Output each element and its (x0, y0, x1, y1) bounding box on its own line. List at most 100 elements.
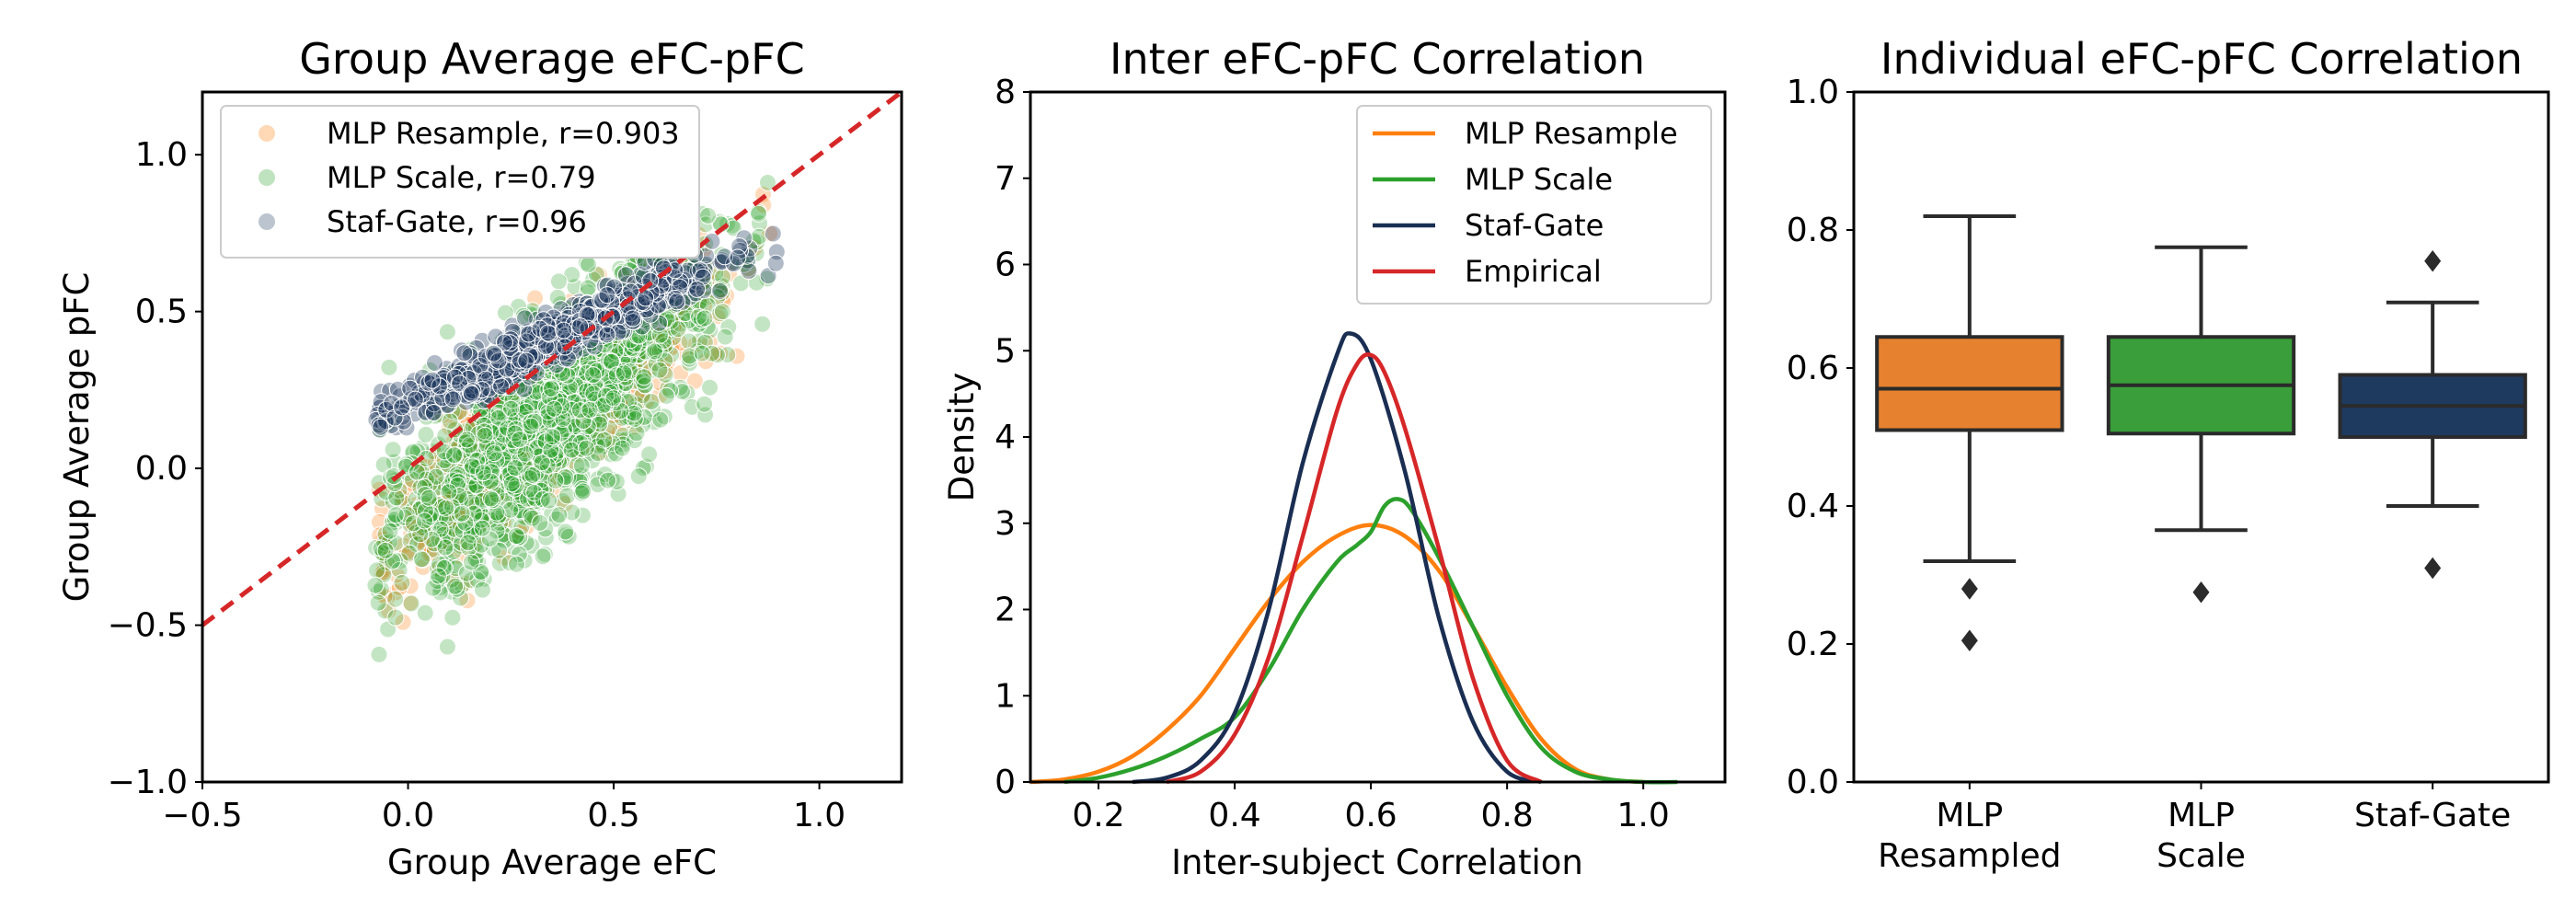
legend-label: MLP Scale (1465, 162, 1613, 197)
scatter-point (463, 385, 480, 403)
scatter-point (438, 638, 456, 656)
boxplot-y-ticks: 0.0 0.2 0.4 0.6 0.8 1.0 (1787, 74, 1854, 801)
scatter-point (474, 464, 492, 482)
density-lines (1029, 331, 1678, 785)
scatter-point (485, 344, 503, 362)
legend-label: MLP Resample (1465, 116, 1678, 151)
scatter-point (577, 439, 595, 457)
scatter-point (386, 590, 405, 608)
boxplot-panel: Individual eFC-pFC Correlation MLPResamp… (1787, 34, 2550, 875)
scatter-point (412, 550, 431, 569)
scatter-point (533, 454, 551, 472)
scatter-point (651, 410, 670, 429)
scatter-point (574, 482, 592, 500)
scatter-point (462, 553, 480, 571)
scatter-point (558, 487, 576, 505)
scatter-point (640, 445, 659, 464)
scatter-point (550, 506, 569, 524)
scatter-y-ticks: −1.0 −0.5 0.0 0.5 1.0 (108, 136, 202, 801)
box-iqr (1875, 335, 2064, 432)
scatter-point (368, 561, 386, 580)
y-tick-label: 8 (995, 74, 1016, 111)
scatter-point (453, 504, 471, 523)
scatter-point (443, 608, 462, 627)
x-tick-label: −0.5 (162, 797, 242, 834)
density-y-ticks: 0 1 2 3 4 5 6 7 8 (995, 74, 1030, 801)
scatter-point (711, 282, 729, 300)
scatter-point (482, 489, 500, 508)
scatter-point (459, 534, 477, 552)
scatter-point (713, 303, 731, 321)
y-tick-label: 1 (995, 677, 1016, 715)
x-tick-label: 0.8 (1481, 797, 1534, 834)
scatter-point (401, 593, 420, 612)
y-tick-label: 1.0 (1787, 74, 1839, 111)
density-title: Inter eFC-pFC Correlation (1110, 34, 1645, 84)
y-tick-label: 7 (995, 160, 1016, 198)
scatter-point (555, 321, 573, 339)
density-legend: MLP Resample MLP Scale Staf-Gate Empirical (1356, 105, 1712, 305)
scatter-title: Group Average eFC-pFC (299, 34, 804, 84)
scatter-point (424, 404, 443, 421)
scatter-point (516, 309, 534, 328)
legend-label: Staf-Gate (1465, 208, 1604, 243)
scatter-point (604, 389, 623, 408)
legend-label: MLP Resample, r=0.903 (327, 116, 680, 151)
y-tick-label: −0.5 (108, 607, 188, 645)
y-tick-label: 2 (995, 592, 1016, 629)
scatter-point (438, 323, 456, 341)
scatter-point (416, 604, 434, 622)
scatter-point (423, 371, 442, 389)
scatter-point (502, 475, 521, 493)
scatter-point (386, 506, 405, 524)
scatter-point (750, 204, 768, 223)
scatter-point (507, 527, 525, 546)
legend-label: Empirical (1465, 254, 1602, 289)
box-1 (2106, 245, 2296, 604)
density-y-label: Density (942, 373, 982, 502)
scatter-point (633, 386, 651, 405)
scatter-panel: Group Average eFC-pFC MLP Resample, r=0.… (57, 34, 903, 882)
scatter-point (458, 431, 476, 449)
scatter-point (669, 320, 687, 339)
outlier-marker (2192, 581, 2210, 604)
scatter-point (598, 326, 616, 344)
scatter-point (719, 346, 737, 363)
scatter-point (416, 512, 433, 530)
outlier-marker (1961, 629, 1978, 651)
x-tick-label: 1.0 (1617, 797, 1670, 834)
scatter-point (502, 399, 520, 418)
scatter-point (657, 362, 674, 380)
y-tick-label: 0.4 (1787, 488, 1839, 525)
x-tick-label: 0.6 (1344, 797, 1397, 834)
scatter-point (380, 358, 398, 376)
x-tick-label: MLP (1936, 797, 2003, 834)
scatter-point (615, 364, 633, 383)
scatter-point (562, 441, 581, 459)
scatter-point (753, 315, 772, 333)
density-x-ticks: 0.2 0.4 0.6 0.8 1.0 (1072, 782, 1670, 834)
legend-marker (259, 169, 275, 186)
scatter-point (546, 471, 565, 489)
boxplot-boxes (1875, 214, 2527, 651)
density-line-3 (1166, 352, 1543, 785)
scatter-point (740, 262, 758, 280)
density-line-2 (1132, 331, 1542, 785)
y-tick-label: 0.2 (1787, 626, 1839, 663)
scatter-point (386, 608, 405, 627)
scatter-point (581, 401, 599, 419)
scatter-point (446, 577, 465, 595)
scatter-point (476, 426, 494, 444)
x-tick-label-line2: Scale (2156, 837, 2246, 875)
box-2 (2338, 250, 2527, 580)
y-tick-label: 0 (995, 764, 1016, 801)
scatter-point (557, 523, 575, 541)
scatter-point (506, 459, 524, 477)
legend-label: MLP Scale, r=0.79 (327, 160, 596, 195)
scatter-point (534, 547, 552, 566)
scatter-point (545, 399, 563, 418)
scatter-point (511, 431, 529, 449)
scatter-point (572, 456, 591, 475)
scatter-x-ticks: −0.5 0.0 0.5 1.0 (162, 782, 845, 834)
